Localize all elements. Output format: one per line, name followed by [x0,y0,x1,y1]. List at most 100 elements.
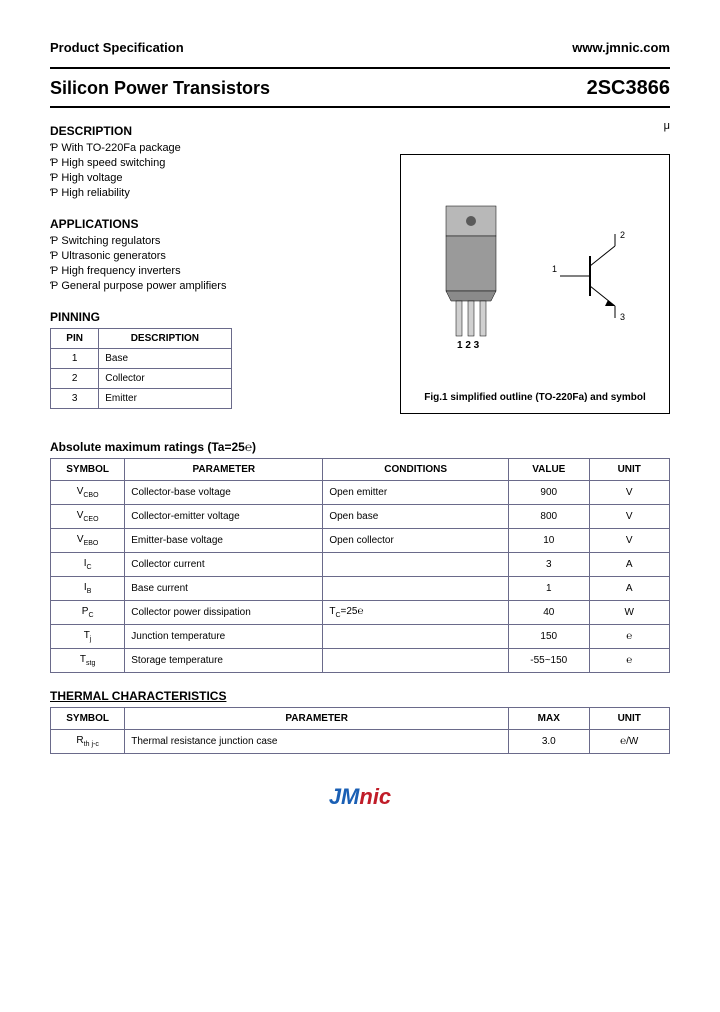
pin-cell: 2 [51,369,99,389]
ratings-heading: Absolute maximum ratings (Ta=25℮) [50,440,670,454]
param-cell: Emitter-base voltage [125,529,323,553]
footer-brand: JMnic [50,784,670,810]
unit-cell: V [589,505,670,529]
pin-cell: Emitter [99,389,231,409]
applications-list: Switching regulators Ultrasonic generato… [50,235,380,292]
table-row: 3 Emitter [51,389,232,409]
unit-cell: A [589,553,670,577]
table-row: Rth j-cThermal resistance junction case3… [51,730,670,754]
table-row: 1 Base [51,349,232,369]
value-cell: 800 [509,505,589,529]
symbol-cell: Rth j-c [51,730,125,754]
applications-heading: APPLICATIONS [50,217,380,231]
param-cell: Storage temperature [125,649,323,673]
table-row: 2 Collector [51,369,232,389]
col-header: UNIT [589,459,670,481]
package-outline-icon: 1 2 3 [431,196,511,356]
app-item: General purpose power amplifiers [50,280,380,292]
symbol-cell: Tstg [51,649,125,673]
unit-cell: ℮ [589,649,670,673]
app-item: High frequency inverters [50,265,380,277]
col-header: CONDITIONS [323,459,509,481]
col-header: PARAMETER [125,708,509,730]
thermal-heading: THERMAL CHARACTERISTICS [50,689,670,703]
stray-char: μ [664,120,670,132]
desc-item: High speed switching [50,157,380,169]
cond-cell [323,649,509,673]
desc-item: High reliability [50,187,380,199]
app-item: Ultrasonic generators [50,250,380,262]
part-number: 2SC3866 [587,77,670,100]
value-cell: 40 [509,601,589,625]
cond-cell [323,625,509,649]
transistor-symbol-icon: 1 2 3 [550,226,640,326]
value-cell: -55~150 [509,649,589,673]
unit-cell: ℮ [589,625,670,649]
param-cell: Collector current [125,553,323,577]
svg-text:1: 1 [552,264,557,274]
cond-cell: Open collector [323,529,509,553]
cond-cell: TC=25℮ [323,601,509,625]
symbol-cell: IC [51,553,125,577]
pinning-table: PIN DESCRIPTION 1 Base 2 Collector 3 Emi… [50,328,232,409]
brand-part2: nic [359,784,391,809]
col-header: MAX [509,708,589,730]
symbol-cell: VEBO [51,529,125,553]
description-list: With TO-220Fa package High speed switchi… [50,142,380,199]
value-cell: 900 [509,481,589,505]
pin-cell: Base [99,349,231,369]
ratings-table: SYMBOL PARAMETER CONDITIONS VALUE UNIT V… [50,458,670,673]
col-header: SYMBOL [51,708,125,730]
param-cell: Junction temperature [125,625,323,649]
table-row: VCEOCollector-emitter voltageOpen base80… [51,505,670,529]
table-row: VCBOCollector-base voltageOpen emitter90… [51,481,670,505]
col-header: VALUE [509,459,589,481]
unit-cell: W [589,601,670,625]
unit-cell: V [589,481,670,505]
table-row: ICCollector current 3A [51,553,670,577]
table-row: TstgStorage temperature -55~150℮ [51,649,670,673]
header-left: Product Specification [50,40,184,55]
param-cell: Collector-emitter voltage [125,505,323,529]
symbol-cell: VCBO [51,481,125,505]
svg-text:1 2 3: 1 2 3 [457,340,480,351]
pin-cell: 1 [51,349,99,369]
pinning-heading: PINNING [50,310,380,324]
cond-cell: Open base [323,505,509,529]
col-header: SYMBOL [51,459,125,481]
param-cell: Collector power dissipation [125,601,323,625]
param-cell: Base current [125,577,323,601]
table-row: IBBase current 1A [51,577,670,601]
symbol-cell: IB [51,577,125,601]
value-cell: 3 [509,553,589,577]
value-cell: 10 [509,529,589,553]
pin-cell: Collector [99,369,231,389]
value-cell: 1 [509,577,589,601]
description-heading: DESCRIPTION [50,124,380,138]
unit-cell: ℮/W [589,730,669,754]
pin-cell: 3 [51,389,99,409]
pin-col-header: DESCRIPTION [99,329,231,349]
param-cell: Collector-base voltage [125,481,323,505]
pin-col-header: PIN [51,329,99,349]
desc-item: High voltage [50,172,380,184]
table-row: TjJunction temperature 150℮ [51,625,670,649]
table-row: PCCollector power dissipationTC=25℮40W [51,601,670,625]
max-cell: 3.0 [509,730,589,754]
unit-cell: V [589,529,670,553]
param-cell: Thermal resistance junction case [125,730,509,754]
svg-text:3: 3 [620,312,625,322]
brand-part1: JM [329,784,360,809]
figure-box: 1 2 3 1 2 3 Fig.1 simplified outline (TO… [400,154,670,414]
svg-text:2: 2 [620,230,625,240]
app-item: Switching regulators [50,235,380,247]
figure-caption: Fig.1 simplified outline (TO-220Fa) and … [411,392,659,403]
col-header: PARAMETER [125,459,323,481]
value-cell: 150 [509,625,589,649]
unit-cell: A [589,577,670,601]
thermal-table: SYMBOL PARAMETER MAX UNIT Rth j-cThermal… [50,707,670,754]
symbol-cell: PC [51,601,125,625]
header-right: www.jmnic.com [572,40,670,55]
cond-cell: Open emitter [323,481,509,505]
symbol-cell: Tj [51,625,125,649]
